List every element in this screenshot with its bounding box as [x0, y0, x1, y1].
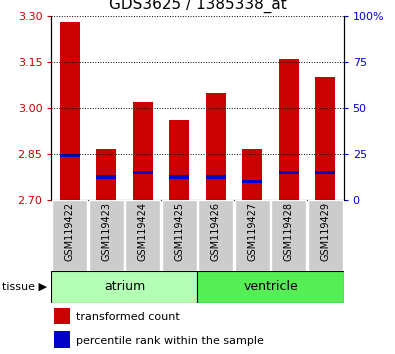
Bar	[242, 180, 262, 183]
Bar	[169, 120, 189, 200]
Text: ventricle: ventricle	[243, 280, 298, 293]
Text: tissue ▶: tissue ▶	[2, 282, 47, 292]
Text: GSM119427: GSM119427	[247, 202, 257, 261]
Text: GSM119426: GSM119426	[211, 202, 221, 261]
Title: GDS3625 / 1385338_at: GDS3625 / 1385338_at	[109, 0, 286, 13]
Bar	[133, 102, 153, 200]
Text: percentile rank within the sample: percentile rank within the sample	[76, 336, 264, 346]
Bar	[169, 176, 189, 178]
Bar	[315, 171, 335, 174]
Bar	[51, 271, 198, 303]
Text: GSM119428: GSM119428	[284, 202, 294, 261]
Bar	[162, 200, 197, 271]
Bar	[198, 271, 344, 303]
Text: GSM119424: GSM119424	[138, 202, 148, 261]
Bar	[60, 22, 80, 200]
Bar	[54, 308, 70, 324]
Bar	[242, 149, 262, 200]
Text: GSM119429: GSM119429	[320, 202, 330, 261]
Bar	[279, 59, 299, 200]
Bar	[271, 200, 307, 271]
Text: transformed count: transformed count	[76, 312, 180, 322]
Bar	[279, 171, 299, 174]
Text: atrium: atrium	[104, 280, 145, 293]
Text: GSM119423: GSM119423	[101, 202, 111, 261]
Bar	[88, 200, 124, 271]
Bar	[206, 176, 226, 178]
Bar	[315, 77, 335, 200]
Bar	[54, 331, 70, 348]
Bar	[308, 200, 343, 271]
Bar	[96, 176, 116, 178]
Bar	[198, 200, 233, 271]
Bar	[125, 200, 160, 271]
Text: GSM119425: GSM119425	[174, 202, 184, 261]
Bar	[206, 93, 226, 200]
Bar	[52, 200, 87, 271]
Bar	[96, 149, 116, 200]
Bar	[235, 200, 270, 271]
Bar	[133, 171, 153, 174]
Bar	[60, 154, 80, 157]
Text: GSM119422: GSM119422	[65, 202, 75, 261]
